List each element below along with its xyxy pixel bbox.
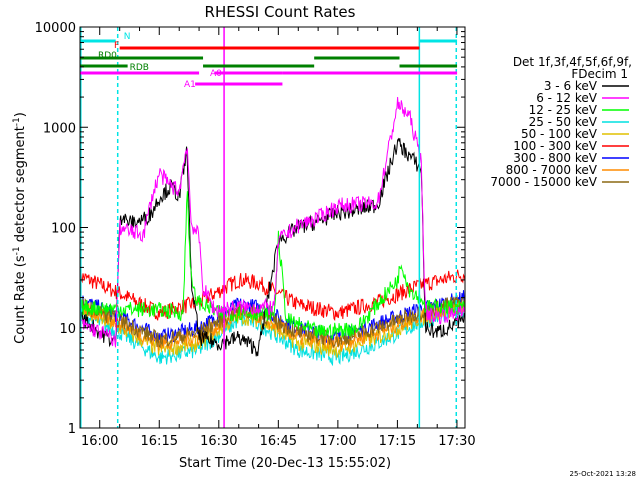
series-line-100-300-kev bbox=[80, 269, 465, 322]
legend-label: 100 - 300 keV bbox=[513, 139, 597, 153]
series-line-300-800-kev bbox=[80, 290, 465, 346]
x-tick-label: 16:00 bbox=[81, 434, 118, 449]
y-tick-label: 1 bbox=[68, 422, 76, 437]
legend-label: 6 - 12 keV bbox=[536, 91, 598, 105]
series-line-3-6-kev bbox=[80, 137, 465, 357]
y-tick-label: 10 bbox=[59, 322, 76, 337]
y-tick-label: 100 bbox=[51, 222, 76, 237]
series-line-6-12-kev bbox=[80, 96, 465, 348]
legend-label: 300 - 800 keV bbox=[513, 151, 597, 165]
x-axis-label: Start Time (20-Dec-13 15:55:02) bbox=[179, 456, 391, 471]
y-axis: 1 10 100 1000 10000 bbox=[35, 21, 465, 437]
flag-label-a1: A1 bbox=[184, 80, 196, 90]
chart-title: RHESSI Count Rates bbox=[205, 3, 356, 21]
x-tick-label: 17:30 bbox=[438, 434, 475, 449]
flag-label-rdb: RDB bbox=[130, 63, 149, 73]
x-tick-label: 17:00 bbox=[319, 434, 356, 449]
legend-label: 7000 - 15000 keV bbox=[490, 175, 597, 189]
flag-label-n: N bbox=[124, 32, 131, 42]
legend-header-line1: Det 1f,3f,4f,5f,6f,9f, bbox=[513, 55, 632, 69]
timestamp: 25-Oct-2021 13:28 bbox=[570, 470, 636, 478]
x-axis: 16:00 16:15 16:30 16:45 17:00 17:15 17:30 bbox=[79, 27, 476, 449]
plot-content bbox=[80, 27, 465, 428]
x-tick-label: 17:15 bbox=[379, 434, 416, 449]
flag-label-rd0: RD0 bbox=[98, 51, 117, 61]
series-line-12-25-kev bbox=[80, 191, 465, 340]
legend: Det 1f,3f,4f,5f,6f,9f, FDecim 1 3 - 6 ke… bbox=[490, 55, 632, 189]
legend-header-line2: FDecim 1 bbox=[571, 67, 628, 81]
y-tick-label: 1000 bbox=[43, 121, 76, 136]
legend-label: 3 - 6 keV bbox=[544, 79, 598, 93]
plot-frame bbox=[79, 26, 466, 429]
legend-label: 12 - 25 keV bbox=[529, 103, 598, 117]
x-tick-label: 16:30 bbox=[200, 434, 237, 449]
legend-label: 50 - 100 keV bbox=[521, 127, 598, 141]
flag-label-f: F bbox=[114, 41, 119, 51]
legend-label: 25 - 50 keV bbox=[529, 115, 598, 129]
y-tick-label: 10000 bbox=[35, 21, 76, 36]
legend-label: 800 - 7000 keV bbox=[506, 163, 598, 177]
flag-label-a0: A0 bbox=[210, 69, 222, 79]
x-tick-label: 16:15 bbox=[141, 434, 178, 449]
y-axis-label: Count Rate (s-1 detector segment-1) bbox=[12, 112, 28, 344]
x-tick-label: 16:45 bbox=[260, 434, 297, 449]
